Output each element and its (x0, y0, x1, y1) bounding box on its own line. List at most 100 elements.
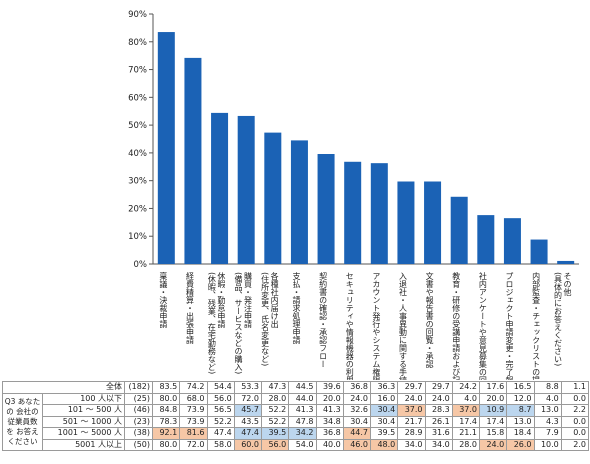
table-cell: 47.4 (233, 427, 263, 440)
table-cell: 21.1 (451, 427, 481, 440)
table-cell: 52.2 (260, 415, 290, 428)
table-cell: 44.0 (288, 392, 317, 405)
table-cell: 2.2 (560, 404, 590, 417)
table-cell: 29.7 (424, 381, 453, 394)
table-row: 101 ～ 500 人 (46) 84.8 73.9 56.5 45.7 52.2 41.3 4… (3, 404, 590, 417)
x-category-label: 教育・研修の受講申請および記録管理 (452, 271, 461, 380)
row-label: 1001 ～ 5000 人 (42, 427, 125, 440)
table-cell: 31.6 (424, 427, 453, 440)
table-cell: 24.0 (478, 438, 508, 451)
table-cell: 47.3 (260, 381, 290, 394)
table-cell: 44.7 (342, 427, 372, 440)
table-cell: 29.7 (397, 381, 426, 394)
bar (397, 181, 415, 264)
chart-axes: 0% 10% 20% 30% 40% 50% 60% 70% 80% 90% (128, 10, 579, 270)
table-cell: 28.0 (260, 392, 290, 405)
table-cell: 81.6 (179, 427, 208, 440)
y-tick-label: 40% (128, 149, 147, 159)
row-count: (50) (124, 438, 153, 451)
row-label: 5001 人以上 (42, 438, 125, 451)
bar (290, 140, 308, 264)
table-cell: 28.9 (397, 427, 426, 440)
chart-bars (157, 32, 575, 265)
table-cell: 34.0 (424, 438, 453, 451)
table-cell: 8.7 (506, 404, 535, 417)
table-cell: 24.0 (397, 392, 426, 405)
table-cell: 21.7 (397, 415, 426, 428)
table-row-overall: 全体 (182) 83.5 74.2 54.4 53.3 47.3 44.5 39.6 36.8 3… (2, 381, 590, 394)
table-cell: 12.0 (506, 392, 535, 405)
table-cell: 80.0 (151, 438, 181, 451)
x-category-label: 入退社・人事異動に関する手続き (398, 272, 407, 380)
table-cell: 4.3 (533, 415, 562, 428)
table-cell: 18.4 (506, 427, 535, 440)
table-cell: 34.8 (315, 415, 344, 428)
bar (211, 112, 229, 264)
row-count: (46) (124, 404, 153, 417)
bar (530, 239, 548, 264)
table-cell: 4.0 (451, 392, 481, 405)
y-tick-label: 80% (128, 38, 147, 48)
table-cell: 39.5 (260, 427, 290, 440)
y-tick-label: 10% (128, 232, 147, 242)
table-row: 501 ～ 1000 人 (23) 78.3 73.9 52.2 43.5 52.2 47.8… (3, 415, 590, 428)
row-count: (182) (124, 381, 153, 394)
bar (503, 218, 521, 264)
bar (477, 215, 495, 264)
table-cell: 24.0 (424, 392, 453, 405)
table-cell: 45.7 (233, 404, 263, 417)
x-category-label: 購買・発注申請(備品、サービスなどの購入) (234, 271, 253, 374)
table-cell: 92.1 (151, 427, 181, 440)
table-cell: 2.0 (560, 438, 590, 451)
table-cell: 13.0 (506, 415, 535, 428)
y-tick-label: 50% (128, 121, 147, 131)
table-cell: 34.0 (397, 438, 426, 451)
table-cell: 68.0 (179, 392, 208, 405)
table-cell: 39.6 (315, 381, 344, 394)
table-row: Q3 あなたの 会社の 従業員数を お答えください 100 人以下 (25) 80.0… (2, 392, 590, 451)
bar (264, 132, 282, 264)
table-cell: 47.8 (288, 415, 317, 428)
y-tick-label: 20% (128, 204, 147, 214)
bar (317, 154, 335, 264)
x-category-label: 文書や報告書の回覧・承認 (425, 271, 434, 368)
x-category-label: 稟議・決裁申請 (159, 271, 168, 329)
bar (184, 57, 202, 265)
row-count: (38) (124, 427, 153, 440)
y-tick-label: 60% (128, 93, 147, 103)
table-cell: 72.0 (179, 438, 208, 451)
x-category-label: 経費精算・出張申請 (185, 271, 194, 345)
table-cell: 53.3 (233, 381, 263, 394)
table-cell: 30.4 (369, 404, 399, 417)
table-cell: 0.0 (560, 427, 590, 440)
y-tick-label: 90% (128, 10, 147, 20)
x-category-label: 契約書の確認・承認フロー (319, 271, 328, 368)
table-cell: 56.0 (206, 392, 235, 405)
chart-category-labels: 稟議・決裁申請 経費精算・出張申請 休暇・勤怠申請(休暇、残業、在宅勤務など) 購買・… (159, 271, 572, 380)
table-cell: 84.8 (151, 404, 181, 417)
x-category-label: 内部監査・チェックリストの提出 (532, 271, 541, 380)
table-row: 5001 人以上 (50) 80.0 72.0 58.0 60.0 56.0 54.0 40.0… (3, 438, 590, 451)
bar (424, 181, 442, 264)
table-cell: 30.4 (342, 415, 372, 428)
table-cell: 15.8 (478, 427, 508, 440)
table-cell: 74.2 (179, 381, 208, 394)
table-cell: 0.0 (560, 415, 590, 428)
table-cell: 36.8 (315, 427, 344, 440)
group-label: Q3 あなたの 会社の 従業員数を お答えください (2, 392, 43, 451)
row-label: 101 ～ 500 人 (42, 404, 125, 417)
table-cell: 24.0 (342, 392, 372, 405)
table-cell: 16.5 (506, 381, 535, 394)
x-category-label: セキュリティや情報機器の利用申請 (345, 272, 354, 380)
table-cell: 47.4 (206, 427, 235, 440)
bar (370, 163, 388, 264)
table-cell: 26.1 (424, 415, 453, 428)
table-cell: 36.3 (369, 381, 399, 394)
table-cell: 41.3 (315, 404, 344, 417)
table-cell: 10.9 (478, 404, 508, 417)
row-label: 100 人以下 (42, 392, 125, 405)
bar (344, 161, 362, 264)
bar (157, 32, 175, 264)
y-tick-label: 30% (128, 177, 147, 187)
table-cell: 46.0 (342, 438, 372, 451)
